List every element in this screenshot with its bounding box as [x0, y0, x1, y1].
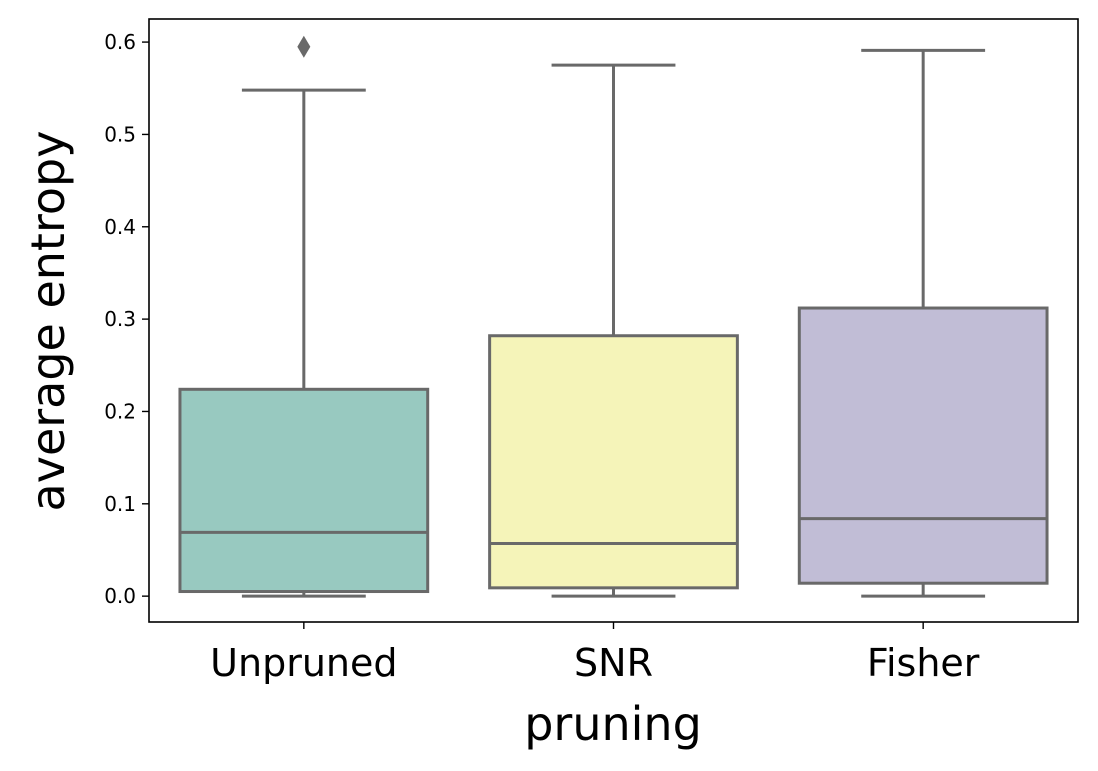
iqr-box	[178, 387, 430, 594]
y-tick-label: 0.2	[104, 399, 136, 423]
y-axis: 0.0 0.1 0.2 0.3 0.4 0.5 0.6	[104, 30, 149, 608]
y-tick-label: 0.3	[104, 307, 136, 331]
iqr-box	[797, 306, 1049, 585]
iqr-box	[488, 334, 739, 590]
box-fisher	[797, 48, 1049, 598]
box-unpruned	[178, 35, 430, 598]
x-tick-label: SNR	[574, 641, 653, 685]
box-snr	[488, 63, 739, 598]
y-tick-label: 0.0	[104, 584, 136, 608]
y-axis-title: average entropy	[21, 131, 75, 512]
x-axis: Unpruned SNR Fisher	[210, 622, 980, 685]
outlier-point	[297, 35, 311, 58]
y-tick-label: 0.4	[104, 215, 136, 239]
boxes-group	[178, 35, 1049, 598]
y-tick-label: 0.6	[104, 30, 136, 54]
x-tick-label: Unpruned	[210, 641, 397, 685]
x-axis-title: pruning	[524, 697, 702, 751]
y-tick-label: 0.1	[104, 492, 136, 516]
x-tick-label: Fisher	[867, 641, 980, 685]
y-tick-label: 0.5	[104, 122, 136, 146]
